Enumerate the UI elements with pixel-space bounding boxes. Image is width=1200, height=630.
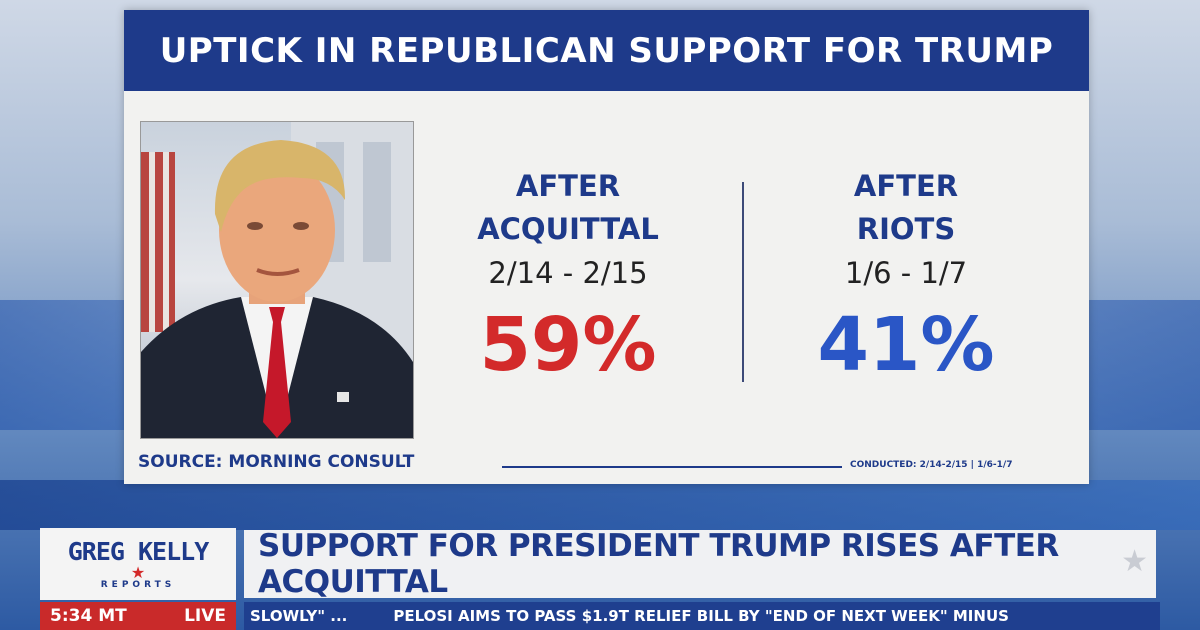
conducted-dates: CONDUCTED: 2/14-2/15 | 1/6-1/7 [850,460,1013,470]
portrait-illustration [141,122,413,438]
logo-title: GREG KELLY [67,537,210,566]
stat-date-range: 2/14 - 2/15 [488,256,648,290]
poll-graphic-card: UPTICK IN REPUBLICAN SUPPORT FOR TRUMP [124,10,1089,484]
star-icon: ★ [1121,544,1148,579]
source-credit: SOURCE: MORNING CONSULT [138,452,415,472]
graphic-header: UPTICK IN REPUBLICAN SUPPORT FOR TRUMP [124,10,1089,91]
stat-date-range: 1/6 - 1/7 [844,256,968,290]
news-ticker: SLOWLY" ... PELOSI AIMS TO PASS $1.9T RE… [244,602,1160,630]
lower-third-banner: GREG KELLY ★ REPORTS SUPPORT FOR PRESIDE… [40,528,1160,630]
broadcast-time: 5:34 MT [50,606,127,626]
star-icon: ★ [130,563,146,582]
headline-text: SUPPORT FOR PRESIDENT TRUMP RISES AFTER … [258,528,1059,600]
source-rule-line [502,466,842,468]
trump-portrait-photo [140,121,414,439]
stat-percent: 59% [479,302,657,388]
stat-label-line2: RIOTS [856,212,956,246]
show-logo: GREG KELLY ★ REPORTS [40,528,236,600]
stat-label-line1: AFTER [853,169,959,203]
stat-divider [742,182,744,382]
logo-subtitle: REPORTS [100,580,176,590]
studio-background-band [0,480,1200,530]
ticker-item: PELOSI AIMS TO PASS $1.9T RELIEF BILL BY… [393,607,1009,625]
stat-label-line2: ACQUITTAL [477,212,659,246]
stat-label-line1: AFTER [515,169,621,203]
live-badge: LIVE [184,606,226,626]
stat-percent: 41% [817,302,995,388]
after-acquittal-stat: AFTER ACQUITTAL 2/14 - 2/15 59% [438,165,698,390]
graphic-title: UPTICK IN REPUBLICAN SUPPORT FOR TRUMP [159,30,1054,71]
headline-bar: SUPPORT FOR PRESIDENT TRUMP RISES AFTER … [244,528,1156,600]
after-riots-stat: AFTER RIOTS 1/6 - 1/7 41% [776,165,1036,390]
ticker-item: SLOWLY" ... [250,607,348,625]
time-live-bar: 5:34 MT LIVE [40,602,236,630]
